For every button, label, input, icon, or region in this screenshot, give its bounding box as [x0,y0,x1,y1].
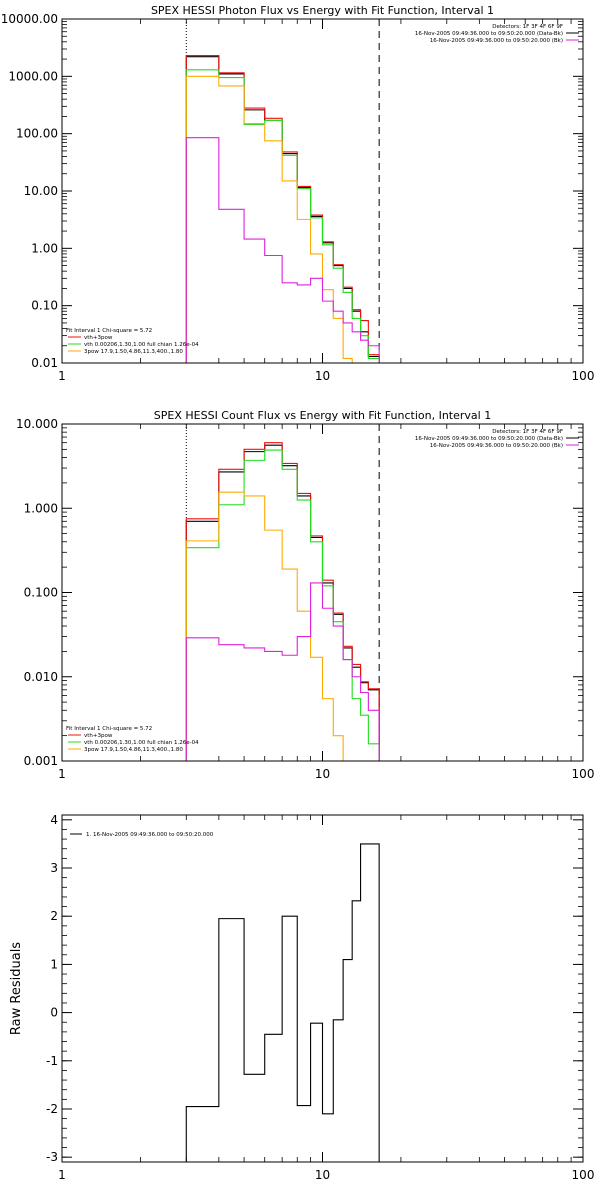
chart-3-legend-top-left-1: 1. 16-Nov-2005 09:49:36.000 to 09:50:20.… [86,832,214,838]
chart-1-legend-bottom-left-4: 3pow 17.9,1.50,4.86,11.3,400.,1.80 [84,349,183,355]
chart-3-ytick-label: -2 [46,1102,58,1116]
chart-2-legend-bottom-left-4: 3pow 17.9,1.50,4.86,11.3,400.,1.80 [84,747,183,753]
chart-1-series-4 [185,75,353,363]
chart-1-series-1 [185,56,380,363]
chart-1-ytick-label: 10000.00 [1,12,58,26]
chart-1-series-3 [185,69,380,363]
chart-3-plot-frame [61,814,584,1163]
chart-1-xtick-label: 100 [572,369,595,383]
chart-1-plot-frame [61,18,584,364]
chart-1-legend-bottom-left-1: Fit Interval 1 Chi-square = 5.72 [66,328,152,334]
chart-3-ytick-label: 2 [50,909,58,923]
chart-1-ytick-label: 0.01 [31,356,58,370]
chart-2-ytick-label: 1.000 [24,501,58,515]
chart-3-xtick-label: 10 [315,1168,330,1182]
chart-2-title: SPEX HESSI Count Flux vs Energy with Fit… [154,409,491,422]
chart-3-series-1 [185,843,380,1162]
chart-2-legend-top-right-3: 16-Nov-2005 09:49:36.000 to 09:50:20.000… [430,443,563,449]
chart-2-legend-bottom-left-1: Fit Interval 1 Chi-square = 5.72 [66,726,152,732]
chart-3-ytick-label: 1 [50,957,58,971]
chart-1-ytick-label: 10.00 [24,184,58,198]
chart-3-ylabel: Raw Residuals [9,942,24,1035]
chart-2-series-4 [185,491,344,761]
chart-2-ytick-label: 0.100 [24,586,58,600]
chart-1-legend-bottom-left-2: vth+3pow [84,335,113,341]
chart-2-legend-bottom-left-2: vth+3pow [84,733,113,739]
chart-1-ytick-label: 0.10 [31,299,58,313]
chart-2-plot-frame [61,423,584,762]
chart-1-title: SPEX HESSI Photon Flux vs Energy with Fi… [151,4,494,17]
chart-1-series-5 [185,137,380,363]
chart-1-legend-top-right-3: 16-Nov-2005 09:49:36.000 to 09:50:20.000… [430,38,563,44]
chart-1-ytick-label: 100.00 [16,127,58,141]
chart-2-xtick-label: 10 [315,767,330,781]
chart-1-xtick-label: 10 [315,369,330,383]
chart-1-ytick-label: 1.00 [31,241,58,255]
chart-3-ytick-label: 4 [50,813,58,827]
chart-2-xtick-label: 1 [58,767,66,781]
chart-1-series-2 [185,55,380,363]
chart-2-series-1 [185,444,380,761]
chart-2-legend-bottom-left-3: vth 0.00206,1.30,1.00 full chian 1.26e-0… [84,740,199,746]
chart-3-xtick-label: 100 [572,1168,595,1182]
chart-2-legend-top-right-2: 16-Nov-2005 09:49:36.000 to 09:50:20.000… [415,436,563,442]
chart-3-ytick-label: -3 [46,1150,58,1164]
chart-2-legend-top-right-1: Detectors: 1F 3F 4F 6F 9F [492,429,563,435]
chart-1-legend-top-right-2: 16-Nov-2005 09:49:36.000 to 09:50:20.000… [415,31,563,37]
chart-2-ytick-label: 0.001 [24,754,58,768]
chart-3-ytick-label: 0 [50,1006,58,1020]
chart-3-xtick-label: 1 [58,1168,66,1182]
chart-1-legend-top-right-1: Detectors: 1F 3F 4F 6F 9F [492,24,563,30]
chart-2-series-2 [185,442,380,761]
chart-2-ytick-label: 10.000 [16,417,58,431]
chart-2-series-5 [185,582,380,761]
chart-2-ytick-label: 0.010 [24,670,58,684]
chart-1-ytick-label: 1000.00 [8,69,58,83]
chart-1-legend-bottom-left-3: vth 0.00206,1.30,1.00 full chian 1.26e-0… [84,342,199,348]
chart-1-xtick-label: 1 [58,369,66,383]
chart-3-ytick-label: -1 [46,1054,58,1068]
chart-2-series-3 [185,449,380,761]
chart-2-xtick-label: 100 [572,767,595,781]
chart-3-ytick-label: 3 [50,861,58,875]
